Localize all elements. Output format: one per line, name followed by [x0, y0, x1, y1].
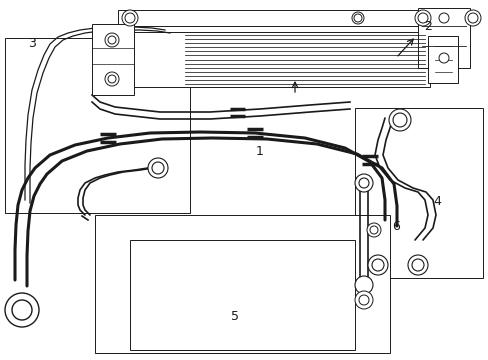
Circle shape — [407, 255, 427, 275]
Circle shape — [438, 13, 448, 23]
Circle shape — [358, 178, 368, 188]
Bar — [95, 215, 389, 353]
Circle shape — [467, 13, 477, 23]
Bar — [92, 24, 134, 95]
Circle shape — [351, 12, 363, 24]
Circle shape — [148, 158, 168, 178]
Circle shape — [392, 113, 406, 127]
Circle shape — [367, 255, 387, 275]
Circle shape — [414, 10, 430, 26]
Circle shape — [12, 300, 32, 320]
Circle shape — [105, 72, 119, 86]
Circle shape — [152, 162, 163, 174]
Bar — [130, 240, 354, 350]
Bar — [354, 108, 482, 278]
Circle shape — [411, 259, 423, 271]
Circle shape — [354, 291, 372, 309]
Text: 4: 4 — [433, 195, 441, 208]
Bar — [417, 8, 469, 68]
Bar — [118, 10, 434, 26]
Circle shape — [122, 10, 138, 26]
Text: 1: 1 — [255, 145, 263, 158]
Circle shape — [358, 295, 368, 305]
Circle shape — [464, 10, 480, 26]
Circle shape — [438, 53, 448, 63]
Text: 6: 6 — [391, 220, 399, 233]
Circle shape — [354, 174, 372, 192]
Bar — [427, 36, 457, 83]
Circle shape — [369, 226, 377, 234]
Circle shape — [5, 293, 39, 327]
Circle shape — [353, 14, 361, 22]
Text: 3: 3 — [28, 37, 36, 50]
Circle shape — [366, 223, 380, 237]
Bar — [5, 38, 190, 213]
Circle shape — [105, 33, 119, 47]
Text: 5: 5 — [230, 310, 238, 323]
Circle shape — [417, 13, 427, 23]
Bar — [130, 32, 429, 87]
Circle shape — [108, 75, 116, 83]
Circle shape — [108, 36, 116, 44]
Circle shape — [388, 109, 410, 131]
Circle shape — [125, 13, 135, 23]
Circle shape — [371, 259, 383, 271]
Text: 2: 2 — [423, 21, 431, 33]
Circle shape — [354, 276, 372, 294]
